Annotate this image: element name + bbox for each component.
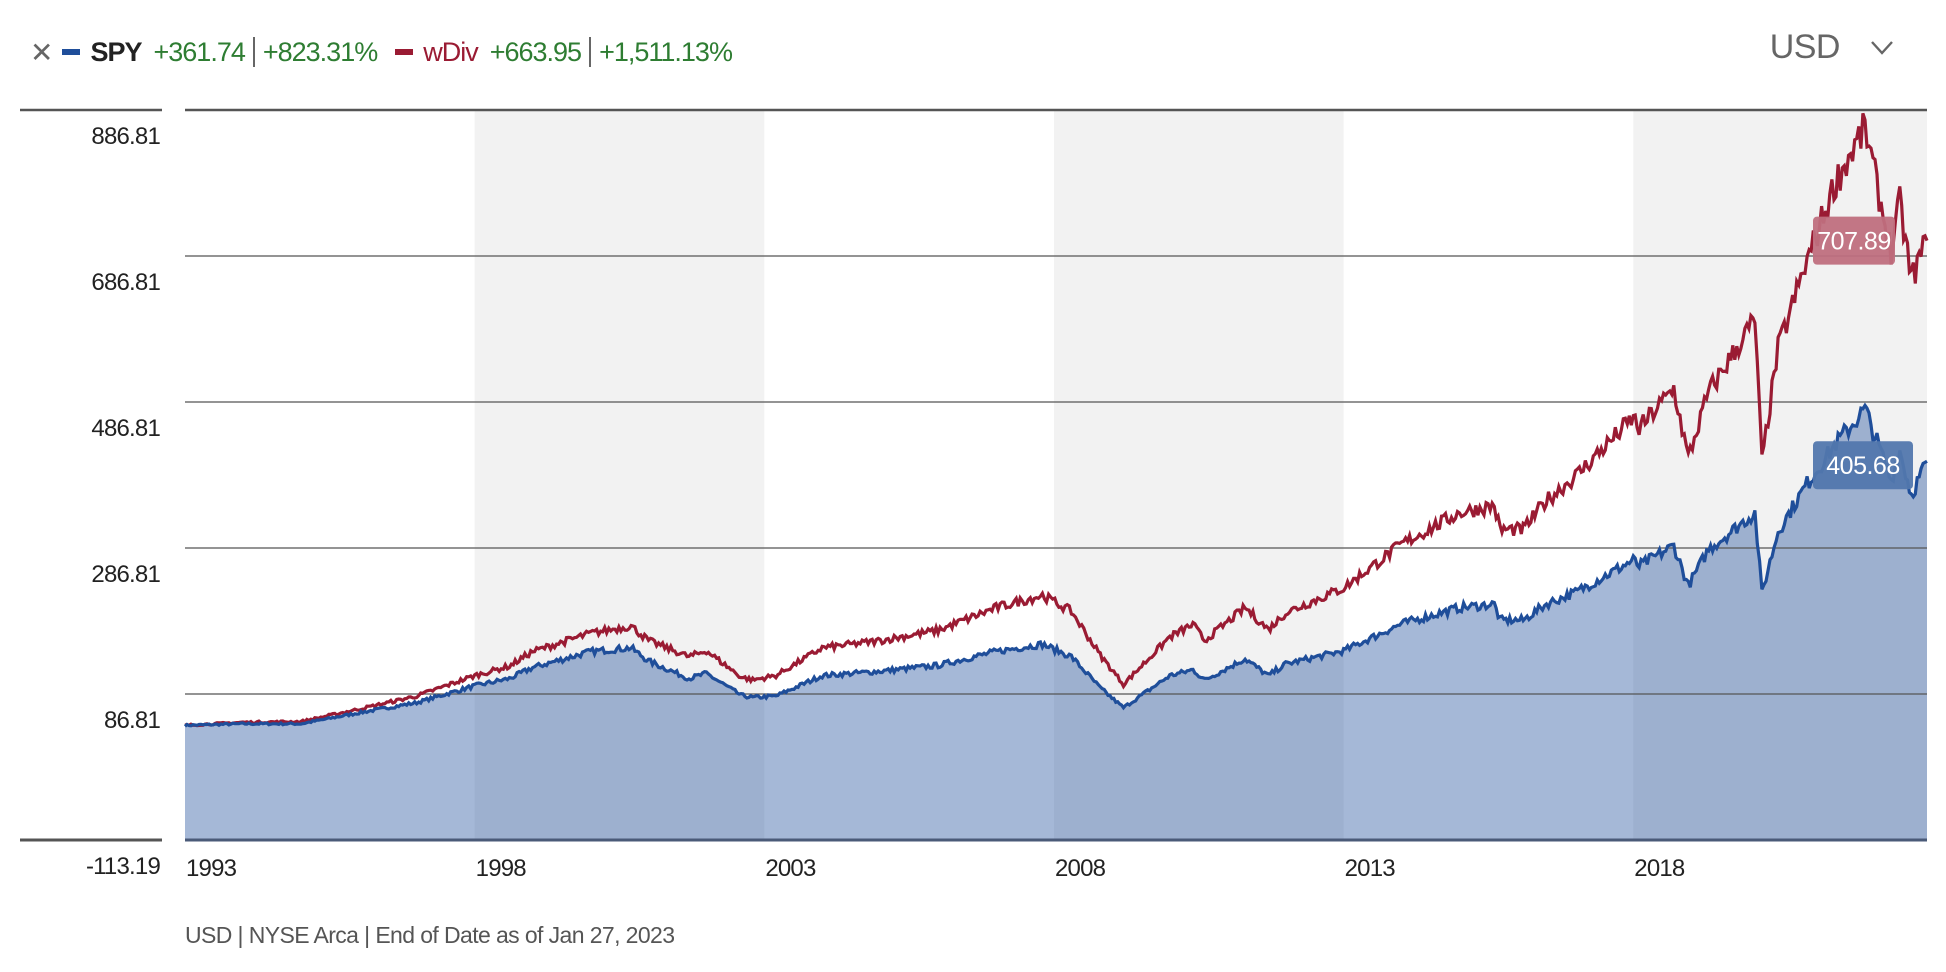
series-area-spy (185, 405, 1927, 840)
legend-symbol-spy: SPY (90, 36, 142, 67)
legend-symbol-wdiv: wDiv (423, 36, 478, 67)
last-value-label-spy: 405.68 (1826, 452, 1899, 480)
chart-legend: ✕ SPY +361.74 +823.31% wDiv +663.95 +1,5… (30, 32, 733, 72)
wdiv-swatch-icon (395, 49, 414, 55)
last-value-badge-wdiv (1813, 216, 1895, 265)
shaded-period (1053, 110, 1344, 840)
y-tick-label: 86.81 (104, 707, 161, 734)
shaded-period (474, 110, 765, 840)
legend-change-wdiv: +663.95 (489, 36, 582, 67)
chevron-down-icon (1871, 40, 1893, 55)
x-tick-label: 2008 (1055, 855, 1106, 882)
series-line-wdiv (184, 112, 1929, 728)
close-icon[interactable]: ✕ (30, 36, 53, 68)
spy-swatch-icon (62, 49, 81, 55)
y-tick-label: 486.81 (91, 415, 160, 442)
footer-note: USD | NYSE Arca | End of Date as of Jan … (185, 922, 675, 948)
y-tick-label: 686.81 (91, 269, 160, 296)
legend-change-spy: +361.74 (153, 36, 246, 67)
last-value-badge-spy (1813, 441, 1913, 490)
currency-selector[interactable]: USD (1770, 28, 1894, 67)
last-value-label-wdiv: 707.89 (1817, 228, 1890, 256)
y-tick-label: -113.19 (86, 853, 160, 880)
y-tick-label: 886.81 (91, 123, 160, 150)
x-tick-label: 2013 (1345, 855, 1396, 882)
legend-change-pct-spy: +823.31% (262, 36, 378, 67)
x-tick-label: 2003 (765, 855, 816, 882)
divider (252, 37, 255, 67)
divider (589, 37, 592, 67)
x-tick-label: 1998 (476, 855, 527, 882)
legend-change-pct-wdiv: +1,511.13% (599, 36, 733, 67)
x-tick-label: 1993 (186, 855, 237, 882)
y-tick-label: 286.81 (91, 561, 160, 588)
series-line-spy (183, 402, 1928, 728)
x-tick-label: 2018 (1634, 855, 1685, 882)
currency-value: USD (1769, 28, 1841, 66)
